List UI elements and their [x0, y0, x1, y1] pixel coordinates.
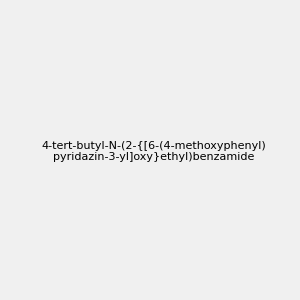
Text: 4-tert-butyl-N-(2-{[6-(4-methoxyphenyl)
pyridazin-3-yl]oxy}ethyl)benzamide: 4-tert-butyl-N-(2-{[6-(4-methoxyphenyl) …	[41, 141, 266, 162]
